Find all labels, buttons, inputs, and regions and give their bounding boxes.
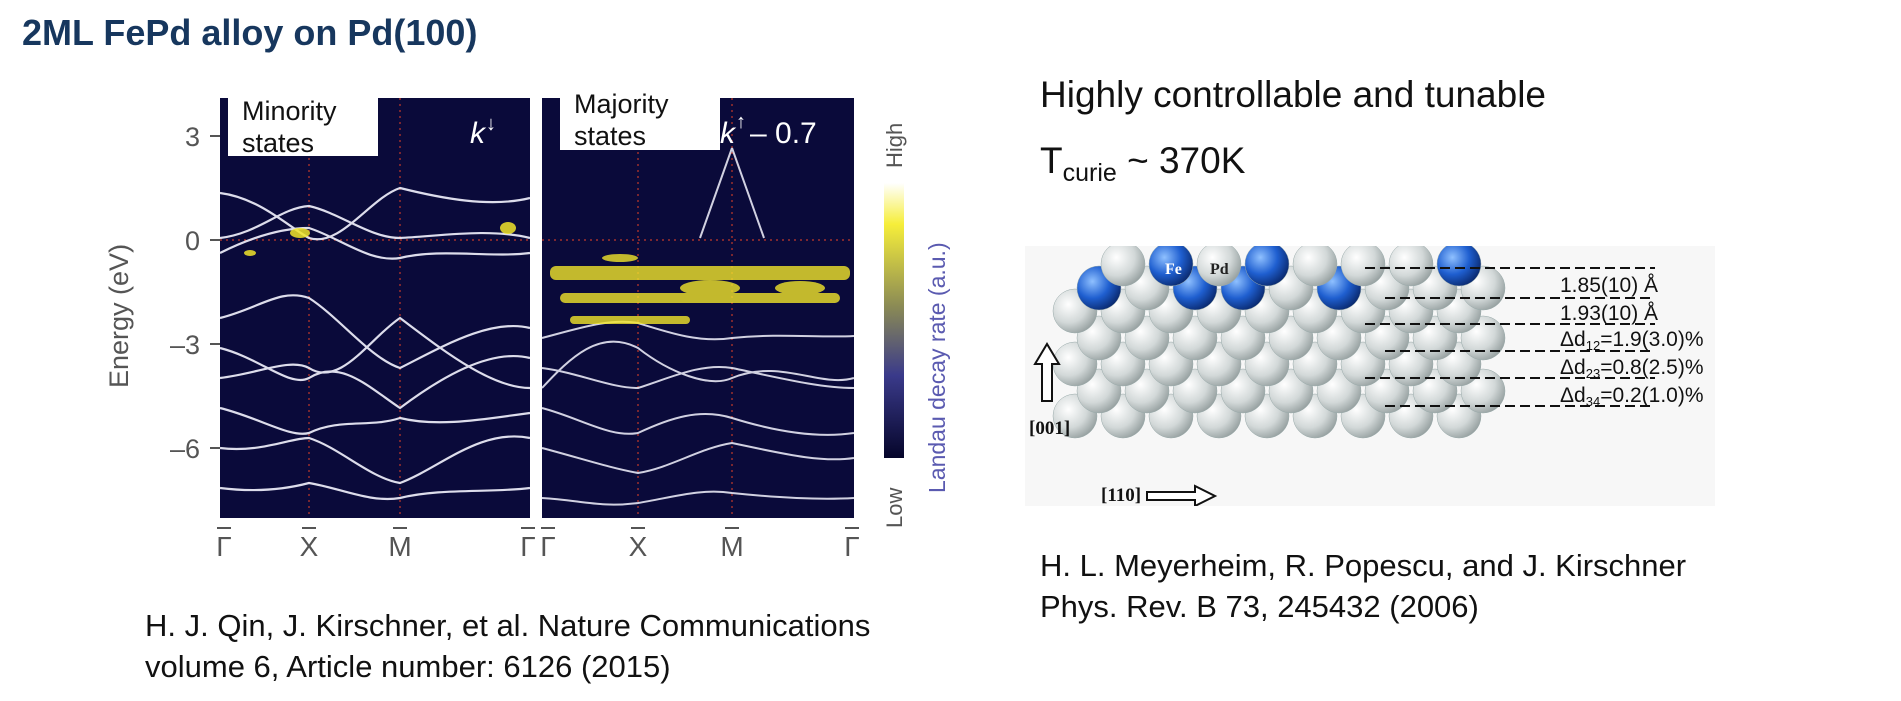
left-k-label: k <box>470 117 487 150</box>
right-k-arrow: ↑ <box>736 111 746 133</box>
x-tick-right: Γ <box>540 531 555 562</box>
minority-label-box <box>228 90 378 156</box>
right-k-suffix: – 0.7 <box>750 117 817 150</box>
pd-atom <box>1196 246 1242 287</box>
horizontal-axis-label: [110] <box>1101 485 1141 506</box>
delta-label: Δd12=1.9(3.0)% <box>1560 328 1704 353</box>
colorbar-low: Low <box>882 488 907 528</box>
majority-label-line1: Majority <box>574 89 669 119</box>
colorbar-high: High <box>882 123 907 168</box>
vertical-axis-label: [001] <box>1029 418 1070 439</box>
x-tick-left: Γ <box>520 531 535 562</box>
majority-panel <box>542 98 854 518</box>
right-summary: Highly controllable and tunable Tcurie ~… <box>1040 72 1546 204</box>
minority-label-line1: Minority <box>242 96 337 126</box>
tcurie-line: Tcurie ~ 370K <box>1040 138 1546 204</box>
spacing-label: 1.85(10) Å <box>1560 274 1658 297</box>
x-tick-left: Γ <box>216 531 231 562</box>
y-tick-marks <box>210 135 220 449</box>
x-tick-right: Γ <box>844 531 859 562</box>
fe-atom <box>1436 246 1482 287</box>
right-citation-line1: H. L. Meyerheim, R. Popescu, and J. Kirs… <box>1040 548 1687 583</box>
minority-hotspots <box>244 222 516 256</box>
majority-label-line2: states <box>574 121 646 151</box>
majority-hotspots <box>550 254 850 324</box>
fe-atom <box>1244 246 1290 287</box>
left-citation: H. J. Qin, J. Kirschner, et al. Nature C… <box>145 605 870 687</box>
fe-atom-label: Fe <box>1165 261 1182 278</box>
left-citation-line1: H. J. Qin, J. Kirschner, et al. Nature C… <box>145 608 871 643</box>
left-k-arrow: ↓ <box>486 113 496 135</box>
y-tick: 3 <box>185 122 200 152</box>
delta-label: Δd34=0.2(1.0)% <box>1560 384 1704 409</box>
spacing-label: 1.93(10) Å <box>1560 302 1658 325</box>
controllable-line: Highly controllable and tunable <box>1040 74 1547 115</box>
majority-bands <box>541 147 855 506</box>
left-citation-line2: volume 6, Article number: 6126 (2015) <box>145 649 671 684</box>
horizontal-axis-arrow <box>1146 484 1218 506</box>
layer-reference-lines <box>1365 267 1655 407</box>
colorbar-label: Landau decay rate (a.u.) <box>924 242 950 493</box>
minority-panel <box>220 98 530 518</box>
slide-title: 2ML FePd alloy on Pd(100) <box>22 12 478 53</box>
right-k-label: k <box>720 117 737 150</box>
lattice-structure-figure: Fe Pd 1.85(10) Å 1.93(10) Å Δd12=1.9(3.0… <box>1025 246 1715 506</box>
atom-layers <box>1052 246 1506 439</box>
right-citation-line2: Phys. Rev. B 73, 245432 (2006) <box>1040 589 1479 624</box>
fe-atom <box>1148 246 1194 287</box>
vertical-axis-arrow <box>1033 342 1061 402</box>
majority-label-box <box>560 88 720 150</box>
band-structure-figure: Minority states Majority states k ↓ k ↑ … <box>104 88 950 562</box>
minority-bands <box>219 186 531 501</box>
x-tick-right: M <box>720 531 743 562</box>
tcurie-value: ~ 370K <box>1116 140 1246 181</box>
y-tick: –3 <box>170 330 200 360</box>
y-tick: 0 <box>185 226 200 256</box>
pd-atom <box>1388 246 1434 287</box>
right-citation: H. L. Meyerheim, R. Popescu, and J. Kirs… <box>1040 545 1686 627</box>
x-tick-left: M <box>388 531 411 562</box>
minority-label-line2: states <box>242 128 314 158</box>
x-tick-left: X <box>300 531 319 562</box>
tcurie-subscript: curie <box>1062 159 1117 187</box>
pd-atom-label: Pd <box>1210 261 1229 278</box>
symmetry-lines <box>220 98 854 518</box>
colorbar <box>884 183 904 458</box>
y-axis-label: Energy (eV) <box>104 244 134 388</box>
tcurie-symbol: T <box>1040 140 1063 181</box>
pd-atom <box>1340 246 1386 287</box>
x-tick-right: X <box>629 531 648 562</box>
pd-atom <box>1100 246 1146 287</box>
delta-label: Δd23=0.8(2.5)% <box>1560 356 1704 381</box>
y-tick: –6 <box>170 434 200 464</box>
pd-atom <box>1292 246 1338 287</box>
